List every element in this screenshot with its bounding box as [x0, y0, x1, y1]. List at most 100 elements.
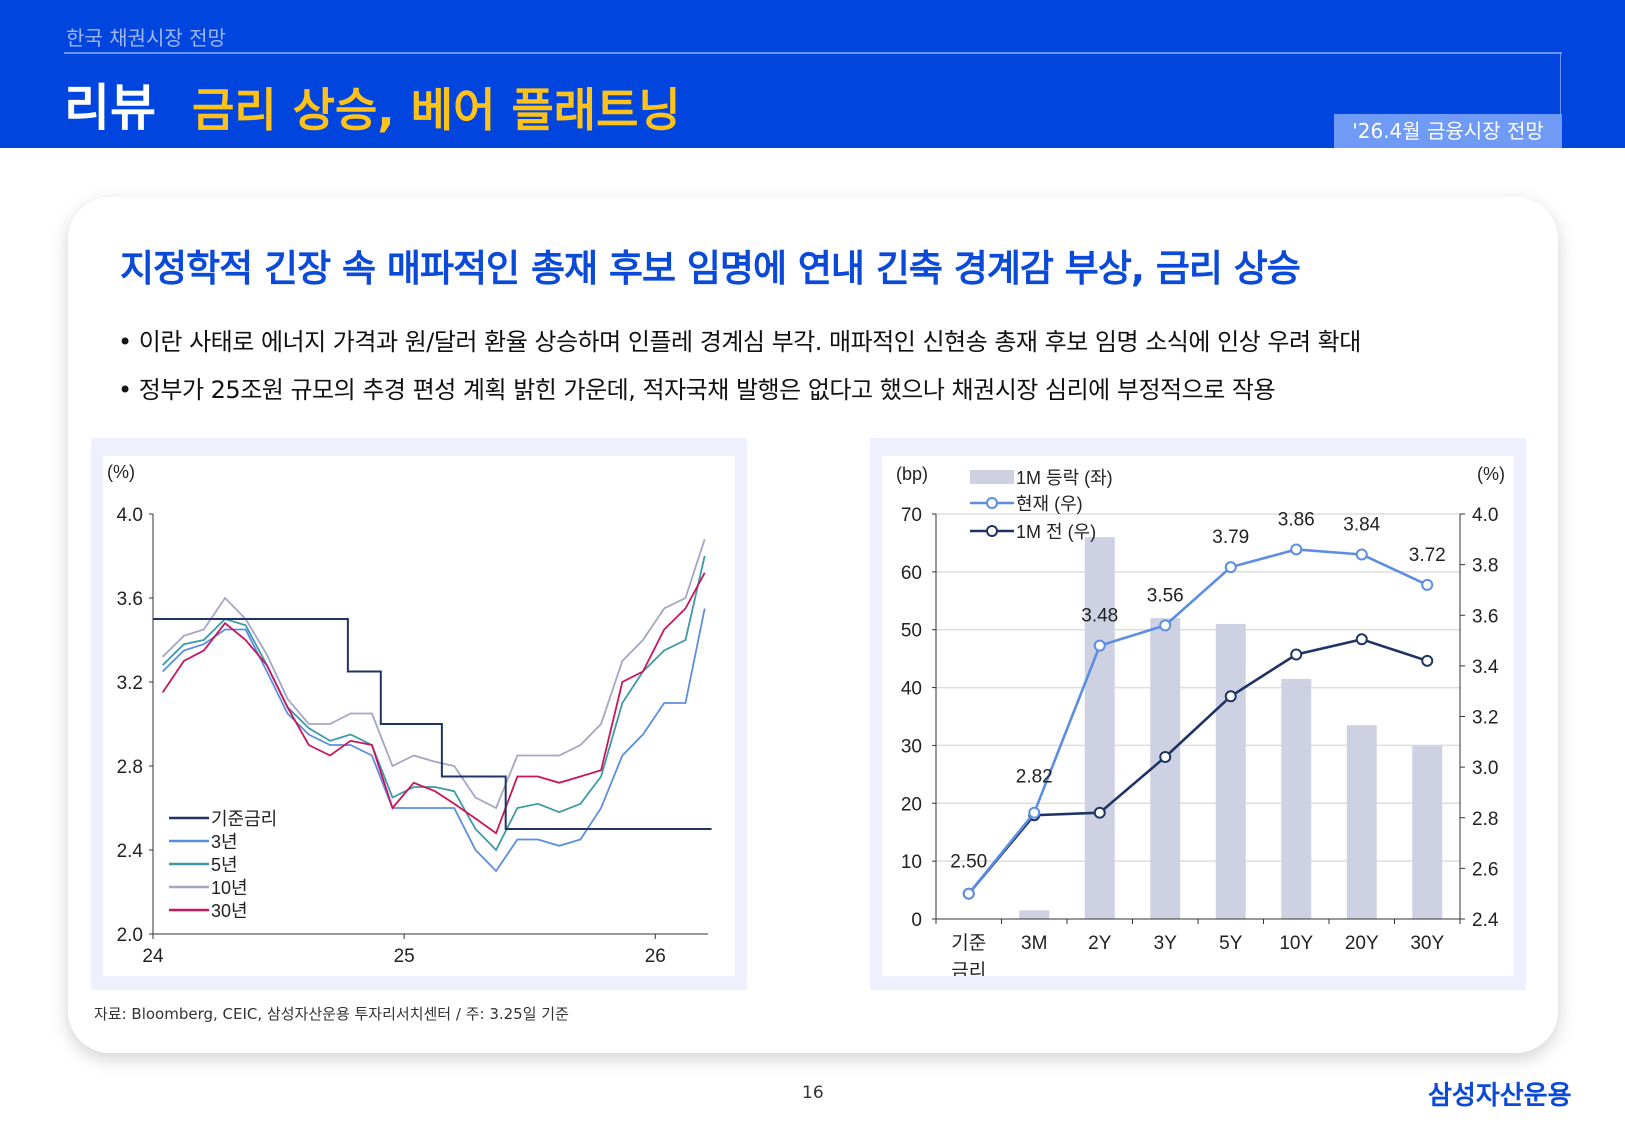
y-left-tick-label: 40: [901, 679, 922, 700]
y-tick-label: 2.0: [117, 925, 143, 946]
y-left-tick-label: 0: [911, 910, 922, 931]
y-right-tick-label: 2.6: [1472, 859, 1498, 880]
series-point-0: [1421, 578, 1434, 591]
yield-curve-chart: (bp) (%) 0 10 20 30 40 50 60 70 2.4 2.6 2.8 3.0 3.2 3.4…: [882, 456, 1514, 976]
y-left-tick-label: 30: [901, 736, 922, 757]
x-tick-label: 20Y: [1345, 933, 1379, 954]
bar-1: [1019, 910, 1050, 919]
y-tick-label: 2.8: [117, 757, 143, 778]
series-point-1: [1159, 751, 1172, 763]
series-line-5년: [161, 555, 706, 852]
header: 한국 채권시장 전망 리뷰 금리 상승, 베어 플래트닝 '26.4월 금융시장…: [0, 0, 1625, 148]
x-tick-label: 30Y: [1410, 933, 1444, 954]
data-label: 3.79: [1212, 527, 1249, 548]
source-note: 자료: Bloomberg, CEIC, 삼성자산운용 투자리서치센터 / 주:…: [94, 1005, 569, 1023]
data-label: 3.48: [1081, 606, 1118, 627]
series-point-0: [962, 887, 975, 900]
header-divider-vertical: [1560, 52, 1561, 114]
company-logo: 삼성자산운용: [1428, 1081, 1572, 1111]
data-label: 2.50: [950, 852, 987, 873]
y-tick-label: 4.0: [117, 505, 143, 526]
x-tick-label: 2Y: [1088, 933, 1112, 954]
legend-swatch-bars: [970, 470, 1014, 484]
data-label: 3.56: [1147, 585, 1184, 606]
y-left-tick-label: 60: [901, 563, 922, 584]
bar-5: [1281, 678, 1312, 919]
y-right-tick-label: 3.0: [1472, 758, 1498, 779]
x-tick-label: 금리: [951, 960, 986, 976]
bar-7: [1412, 745, 1443, 919]
y-right-tick-label: 3.6: [1472, 606, 1498, 627]
y-tick-label: 3.2: [117, 673, 143, 694]
legend-label: 5년: [211, 855, 238, 875]
data-label: 3.84: [1343, 515, 1380, 536]
series-point-0: [1290, 543, 1303, 556]
x-tick-label: 24: [142, 946, 164, 967]
section-label: 한국 채권시장 전망: [66, 26, 226, 50]
legend-label: 현재 (우): [1016, 494, 1083, 514]
legend-label: 1M 등락 (좌): [1016, 468, 1113, 488]
series-point-0: [1355, 548, 1368, 561]
x-tick-label: 5Y: [1219, 933, 1243, 954]
y-right-tick-label: 2.8: [1472, 809, 1498, 830]
y-axis-unit: (%): [107, 462, 135, 482]
bullet-2: • 정부가 25조원 규모의 추경 편성 계획 밝힌 가운데, 적자국채 발행은…: [118, 376, 1276, 404]
page-title: 리뷰: [64, 79, 156, 137]
y-right-tick-label: 3.4: [1472, 657, 1499, 678]
page-subtitle: 금리 상승, 베어 플래트닝: [192, 83, 681, 137]
x-tick-label: 3M: [1021, 933, 1047, 954]
y-right-tick-label: 3.8: [1472, 556, 1498, 577]
bar-2: [1084, 537, 1115, 919]
series-point-1: [1093, 806, 1106, 819]
series-line-10년: [161, 538, 706, 810]
series-point-1: [1421, 654, 1434, 667]
legend-marker: [986, 497, 998, 509]
left-axis-unit: (bp): [896, 464, 928, 484]
series-point-1: [1290, 648, 1303, 661]
series-line-1: [967, 637, 1428, 895]
report-badge: '26.4월 금융시장 전망: [1334, 114, 1562, 148]
series-point-0: [1224, 561, 1237, 574]
y-right-tick-label: 4.0: [1472, 505, 1498, 526]
series-line-0: [967, 548, 1428, 895]
y-right-tick-label: 2.4: [1472, 910, 1499, 931]
legend-label: 10년: [211, 878, 248, 898]
series-point-1: [1224, 690, 1237, 703]
page-number: 16: [802, 1083, 824, 1103]
yield-curve-chart-panel: (bp) (%) 0 10 20 30 40 50 60 70 2.4 2.6 2.8 3.0 3.2 3.4…: [870, 438, 1526, 990]
bar-4: [1215, 623, 1246, 919]
y-tick-label: 3.6: [117, 589, 143, 610]
x-tick-label: 기준: [951, 932, 986, 954]
rates-line-chart: (%) 2.0 2.4 2.8 3.2 3.6 4.0 24 25 26 기준금리 3년 5년 10년 30…: [103, 456, 735, 976]
legend-label: 1M 전 (우): [1016, 522, 1096, 542]
series-point-1: [1355, 633, 1368, 646]
y-left-tick-label: 70: [901, 505, 922, 526]
series-point-0: [1159, 619, 1172, 632]
y-tick-label: 2.4: [117, 841, 144, 862]
bar-6: [1346, 725, 1377, 919]
y-left-tick-label: 20: [901, 794, 922, 815]
series-line-3년: [161, 608, 706, 873]
legend-marker: [986, 525, 998, 537]
data-label: 3.86: [1278, 509, 1315, 530]
x-tick-label: 3Y: [1154, 933, 1178, 954]
y-left-tick-label: 10: [901, 852, 922, 873]
data-label: 3.72: [1409, 545, 1446, 566]
legend-label: 기준금리: [211, 809, 277, 829]
right-axis-unit: (%): [1477, 464, 1505, 484]
legend-label: 30년: [211, 901, 248, 921]
x-tick-label: 26: [645, 946, 666, 967]
data-label: 2.82: [1016, 767, 1053, 788]
series-line-30년: [161, 572, 706, 835]
bar-3: [1150, 618, 1181, 919]
rates-chart-panel: (%) 2.0 2.4 2.8 3.2 3.6 4.0 24 25 26 기준금리 3년 5년 10년 30…: [91, 438, 747, 990]
series-point-0: [1093, 639, 1106, 652]
headline: 지정학적 긴장 속 매파적인 총재 후보 임명에 연내 긴축 경계감 부상, 금…: [120, 247, 1301, 290]
bullet-1: • 이란 사태로 에너지 가격과 원/달러 환율 상승하며 인플레 경계심 부각…: [118, 328, 1361, 356]
series-line-기준금리: [153, 618, 712, 830]
y-right-tick-label: 3.2: [1472, 708, 1498, 729]
x-tick-label: 25: [394, 946, 415, 967]
series-point-0: [1028, 806, 1041, 819]
header-divider: [64, 52, 1562, 54]
y-left-tick-label: 50: [901, 621, 922, 642]
